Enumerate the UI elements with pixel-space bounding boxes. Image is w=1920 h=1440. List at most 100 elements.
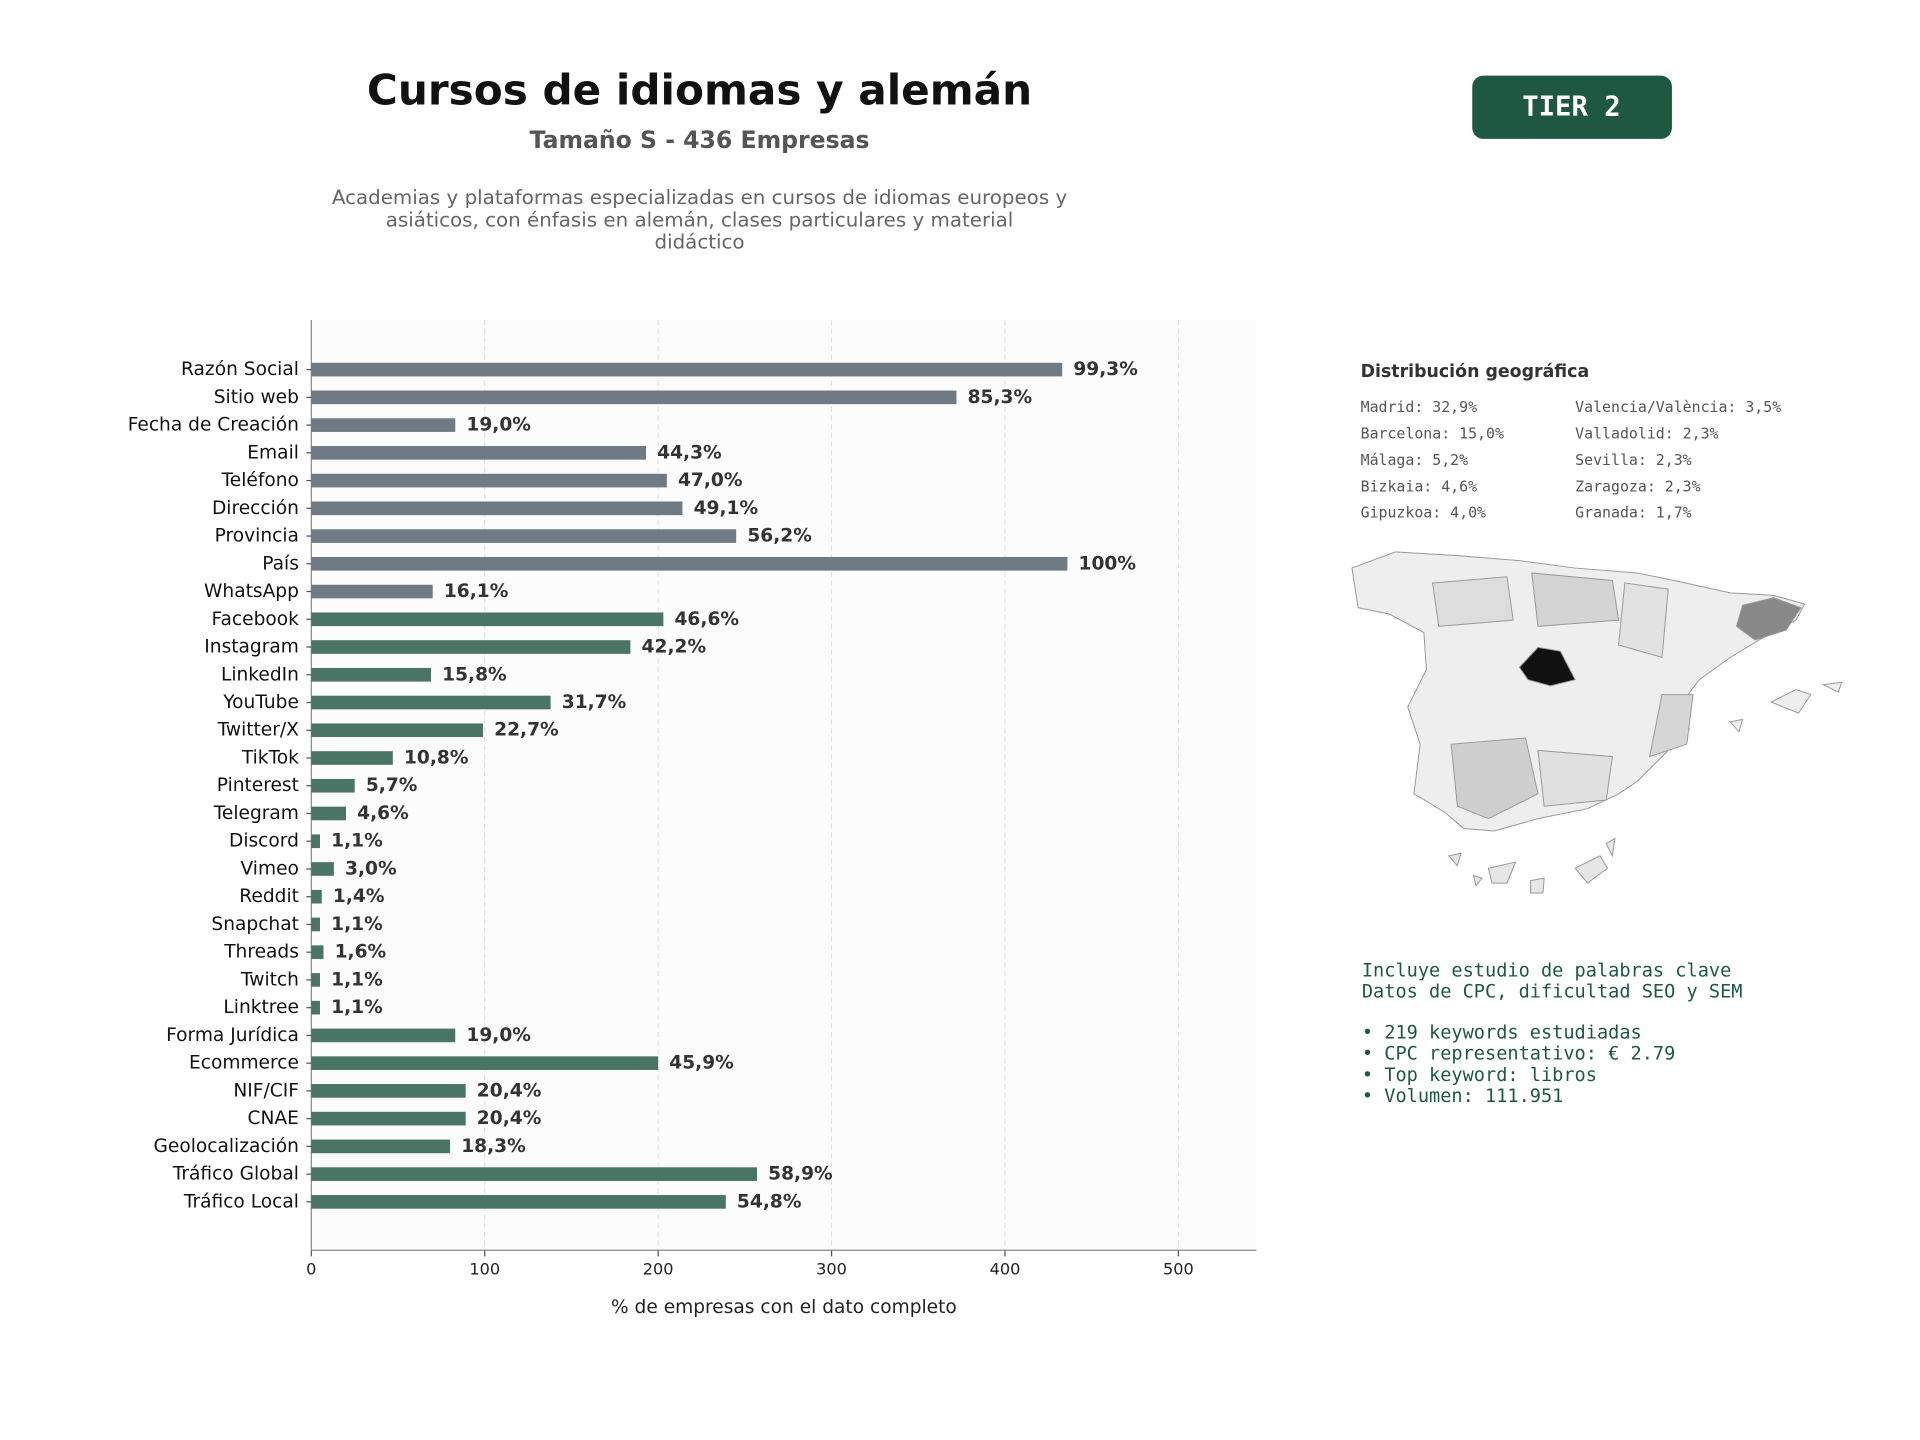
description: didáctico xyxy=(655,231,745,254)
bar xyxy=(311,501,683,516)
y-tick-label: Geolocalización xyxy=(153,1136,298,1157)
x-tick-label: 500 xyxy=(1163,1260,1194,1279)
y-tick-label: Tráfico Global xyxy=(172,1164,299,1185)
value-label: 1,6% xyxy=(335,942,387,963)
y-tick-label: Teléfono xyxy=(221,470,299,491)
bar xyxy=(311,1139,451,1154)
title: Cursos de idiomas y alemán xyxy=(367,66,1032,115)
y-tick-label: País xyxy=(262,553,299,574)
bar xyxy=(311,778,355,793)
value-label: 22,7% xyxy=(494,720,559,741)
y-tick-label: WhatsApp xyxy=(204,581,299,602)
value-label: 45,9% xyxy=(669,1053,734,1074)
value-label: 46,6% xyxy=(675,609,740,630)
value-label: 47,0% xyxy=(678,470,743,491)
geo-item: Málaga: 5,2% xyxy=(1361,451,1469,469)
bar xyxy=(311,640,631,654)
bar xyxy=(311,584,433,599)
x-tick-label: 100 xyxy=(469,1260,500,1279)
bar xyxy=(311,751,393,765)
bar xyxy=(311,556,1068,571)
bar xyxy=(311,418,456,432)
bar xyxy=(311,1195,726,1209)
value-label: 56,2% xyxy=(747,526,812,547)
geo-item: Gipuzkoa: 4,0% xyxy=(1361,504,1486,522)
bar xyxy=(311,390,957,405)
geo-item: Zaragoza: 2,3% xyxy=(1575,477,1700,495)
x-tick-label: 400 xyxy=(990,1260,1021,1279)
keyword-bullet: • Top keyword: libros xyxy=(1362,1065,1597,1086)
x-tick-label: 0 xyxy=(306,1260,316,1279)
bar xyxy=(311,612,664,627)
value-label: 1,1% xyxy=(331,997,383,1018)
value-label: 4,6% xyxy=(357,803,409,824)
value-label: 49,1% xyxy=(694,498,759,519)
bar xyxy=(311,1028,456,1043)
value-label: 54,8% xyxy=(737,1191,802,1212)
value-label: 31,7% xyxy=(562,692,627,713)
y-tick-label: Snapchat xyxy=(211,914,298,935)
value-label: 18,3% xyxy=(461,1136,526,1157)
value-label: 10,8% xyxy=(404,747,469,768)
y-tick-label: Twitter/X xyxy=(217,720,300,741)
x-tick-label: 300 xyxy=(816,1260,847,1279)
keyword-bullet: • CPC representativo: € 2.79 xyxy=(1362,1044,1675,1065)
x-axis-label: % de empresas con el dato completo xyxy=(611,1297,957,1318)
bar xyxy=(311,1167,757,1181)
geo-item: Madrid: 32,9% xyxy=(1361,398,1477,416)
y-tick-label: YouTube xyxy=(222,692,299,713)
y-tick-label: Telegram xyxy=(213,803,299,824)
y-tick-label: NIF/CIF xyxy=(233,1080,299,1101)
y-tick-label: Twitch xyxy=(240,969,299,990)
bar xyxy=(311,834,320,849)
y-tick-label: Dirección xyxy=(212,498,299,519)
y-tick-label: Pinterest xyxy=(217,775,299,796)
geo-item: Sevilla: 2,3% xyxy=(1575,451,1691,469)
bar xyxy=(311,1111,466,1126)
y-tick-label: Reddit xyxy=(239,886,299,907)
canary-islands xyxy=(1447,837,1616,894)
region xyxy=(1431,576,1514,627)
bar xyxy=(311,1084,466,1098)
value-label: 15,8% xyxy=(442,664,507,685)
bar xyxy=(311,806,347,821)
y-tick-label: Sitio web xyxy=(214,387,299,408)
tier-label: TIER 2 xyxy=(1522,91,1621,122)
y-tick-label: Ecommerce xyxy=(189,1053,299,1074)
bar xyxy=(311,1056,659,1070)
tier-badge xyxy=(1472,75,1672,139)
bar xyxy=(311,1000,320,1015)
subtitle: Tamaño S - 436 Empresas xyxy=(530,126,870,154)
barcelona-region xyxy=(1735,597,1802,641)
y-tick-label: Vimeo xyxy=(241,858,299,879)
geo-item: Bizkaia: 4,6% xyxy=(1361,477,1477,495)
description: Academias y plataformas especializadas e… xyxy=(332,186,1068,209)
value-label: 1,4% xyxy=(333,886,385,907)
spain-map xyxy=(1351,551,1843,894)
value-label: 19,0% xyxy=(466,415,531,436)
value-label: 1,1% xyxy=(331,831,383,852)
description: asiáticos, con énfasis en alemán, clases… xyxy=(386,208,1014,231)
bar xyxy=(311,917,320,932)
value-label: 16,1% xyxy=(444,581,509,602)
bar xyxy=(311,473,667,488)
region xyxy=(1618,582,1669,659)
bar-chart: 0 100 200 300 400 500 % de empresas con el dat… xyxy=(128,320,1257,1318)
value-label: 44,3% xyxy=(657,442,722,463)
keyword-bullet: • Volumen: 111.951 xyxy=(1362,1086,1564,1107)
geo-item: Valencia/València: 3,5% xyxy=(1575,398,1781,416)
bar xyxy=(311,695,551,710)
value-label: 99,3% xyxy=(1073,359,1138,380)
value-label: 20,4% xyxy=(477,1108,542,1129)
y-tick-label: LinkedIn xyxy=(221,664,299,685)
y-tick-label: Fecha de Creación xyxy=(128,415,299,436)
keyword-bullet: • 219 keywords estudiadas xyxy=(1362,1023,1642,1044)
madrid-region xyxy=(1518,646,1576,687)
value-label: 20,4% xyxy=(477,1080,542,1101)
y-tick-label: Razón Social xyxy=(181,359,299,380)
geo-item: Granada: 1,7% xyxy=(1575,504,1691,522)
region xyxy=(1648,694,1694,758)
value-label: 5,7% xyxy=(366,775,418,796)
y-tick-label: Provincia xyxy=(215,526,299,547)
